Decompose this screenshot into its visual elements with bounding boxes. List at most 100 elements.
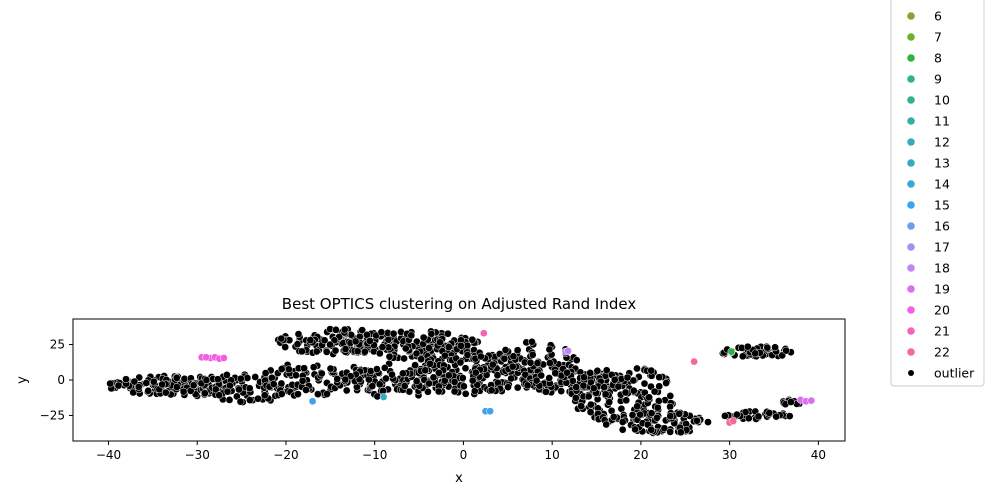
legend-marker-20 — [907, 306, 915, 314]
legend-label-6: 6 — [934, 9, 942, 24]
cluster-22-point — [729, 417, 738, 425]
legend-marker-7 — [907, 33, 915, 41]
outlier-point — [501, 346, 510, 354]
outlier-point — [388, 370, 396, 379]
outlier-point — [201, 389, 209, 398]
outlier-point — [640, 379, 649, 388]
outlier-point — [754, 412, 763, 421]
outlier-point — [655, 373, 664, 382]
legend-marker-15 — [907, 201, 915, 209]
outlier-point — [666, 412, 675, 420]
legend-label-16: 16 — [934, 219, 950, 234]
outlier-point — [629, 386, 638, 395]
outlier-point — [173, 383, 181, 391]
legend-marker-8 — [907, 54, 915, 62]
outlier-point — [361, 347, 369, 356]
outlier-point — [509, 352, 518, 361]
outlier-point — [332, 325, 340, 334]
outlier-point — [106, 379, 114, 388]
x-tick-label: −30 — [185, 448, 210, 462]
outlier-point — [427, 330, 436, 338]
outlier-point — [653, 413, 661, 422]
outlier-point — [251, 373, 260, 381]
cluster-21-point — [479, 329, 488, 338]
outlier-point — [306, 336, 315, 344]
outlier-point — [341, 345, 350, 353]
outlier-point — [765, 409, 774, 417]
x-tick-label: 40 — [811, 448, 826, 462]
outlier-point — [412, 349, 421, 358]
outlier-point — [233, 392, 241, 401]
outlier-point — [546, 359, 554, 367]
outlier-point — [621, 388, 630, 397]
outlier-point — [609, 413, 618, 421]
outlier-point — [426, 359, 434, 368]
outlier-point — [284, 365, 293, 374]
outlier-point — [223, 371, 231, 379]
outlier-point — [189, 381, 198, 390]
outlier-point — [434, 387, 443, 396]
legend-label-22: 22 — [934, 345, 950, 360]
legend-label-17: 17 — [934, 240, 950, 255]
x-tick-label: −40 — [96, 448, 121, 462]
outlier-point — [586, 408, 595, 416]
outlier-point — [277, 365, 286, 373]
legend-label-8: 8 — [934, 51, 942, 66]
outlier-point — [375, 380, 384, 389]
legend-label-21: 21 — [934, 324, 950, 339]
outlier-point — [488, 360, 497, 369]
outlier-point — [429, 373, 438, 382]
outlier-point — [243, 374, 252, 382]
outlier-point — [179, 387, 188, 396]
outlier-point — [180, 374, 189, 383]
x-tick-label: 20 — [633, 448, 648, 462]
outlier-point — [365, 375, 373, 384]
outlier-point — [411, 361, 419, 370]
legend-label-11: 11 — [934, 114, 950, 129]
outlier-point — [380, 364, 389, 372]
outlier-point — [122, 375, 130, 384]
outlier-point — [235, 385, 243, 394]
outlier-point — [593, 366, 602, 375]
outlier-point — [633, 402, 642, 411]
outlier-point — [407, 331, 416, 340]
cluster-22-point — [690, 357, 698, 366]
outlier-point — [614, 382, 623, 391]
outlier-point — [741, 408, 750, 416]
outlier-point — [400, 382, 409, 390]
outlier-point — [610, 375, 619, 384]
outlier-point — [463, 351, 472, 359]
outlier-point — [468, 376, 477, 385]
cluster-15-point — [486, 407, 494, 416]
outlier-point — [292, 371, 300, 380]
outlier-point — [399, 369, 407, 378]
outlier-point — [551, 369, 560, 378]
cluster-15-point — [308, 397, 317, 406]
outlier-point — [236, 397, 245, 406]
legend-marker-17 — [907, 243, 915, 251]
legend-marker-12 — [907, 138, 915, 146]
outlier-point — [623, 373, 632, 382]
outlier-point — [751, 349, 760, 358]
outlier-point — [493, 371, 502, 380]
outlier-point — [161, 388, 170, 397]
y-tick-label: 0 — [57, 373, 65, 387]
x-tick-label: 30 — [722, 448, 737, 462]
outlier-point — [647, 366, 656, 375]
outlier-point — [144, 386, 153, 395]
outlier-point — [622, 396, 631, 405]
outlier-point — [260, 391, 269, 400]
outlier-point — [366, 337, 374, 345]
outlier-point — [787, 398, 795, 406]
outlier-point — [142, 379, 151, 387]
outlier-point — [314, 390, 322, 399]
cluster-18-point — [564, 347, 572, 355]
legend-label-14: 14 — [934, 177, 950, 192]
outlier-point — [326, 340, 334, 349]
outlier-point — [660, 424, 669, 433]
outlier-point — [401, 344, 410, 353]
outlier-point — [647, 409, 656, 418]
outlier-point — [636, 410, 644, 419]
legend-label-12: 12 — [934, 135, 950, 150]
outlier-point — [676, 428, 685, 437]
